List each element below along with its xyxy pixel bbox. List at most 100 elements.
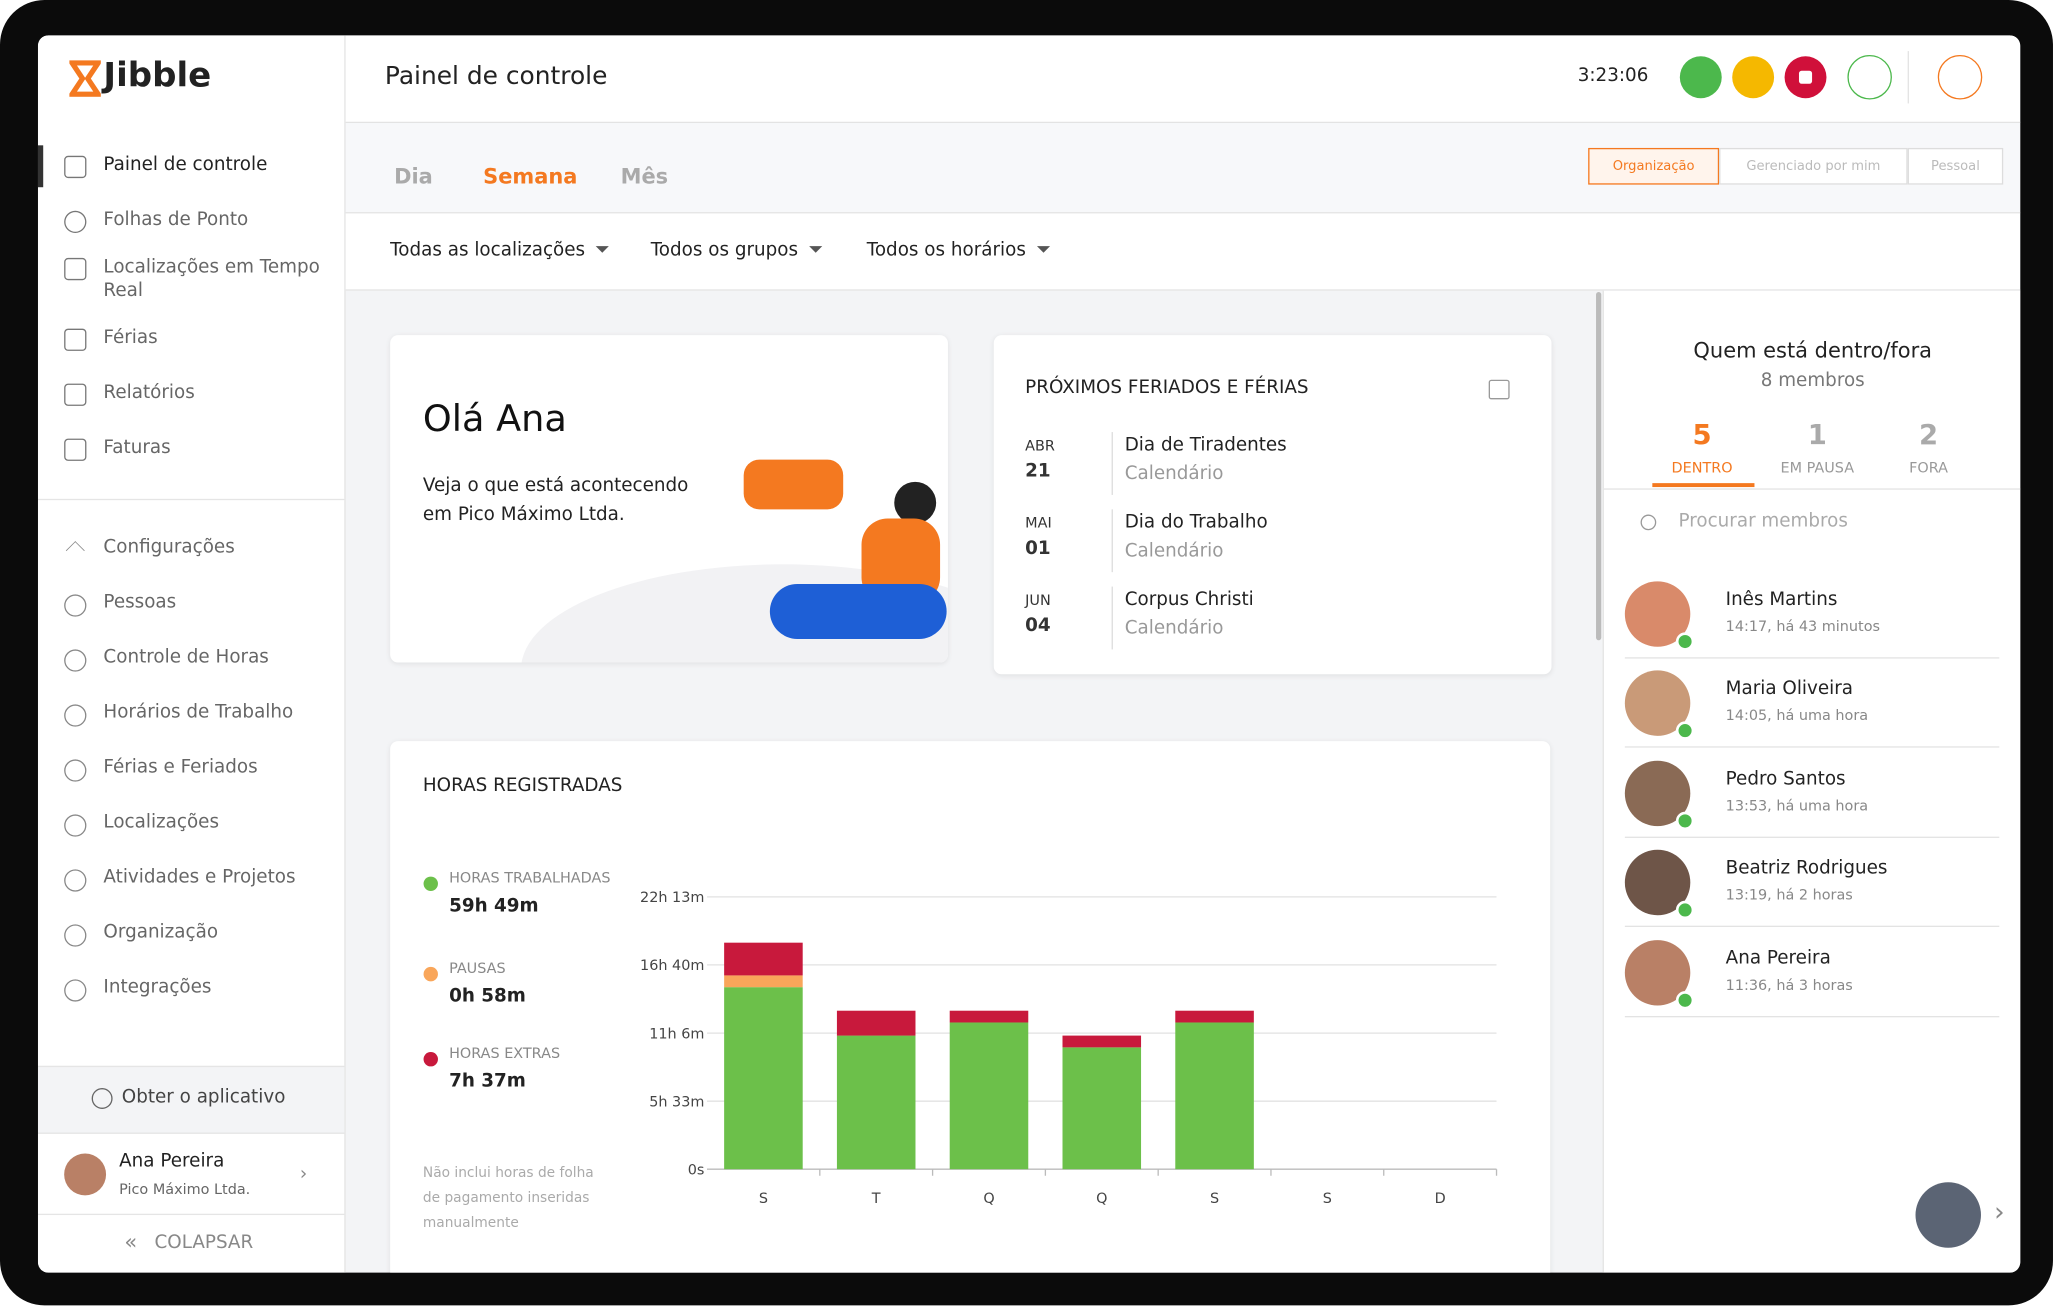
member-name[interactable]: Inês Martins (1725, 589, 1838, 611)
stat-label[interactable]: FORA (1909, 459, 1949, 477)
online-dot (1675, 901, 1695, 920)
nav-item[interactable]: Localizações (103, 811, 220, 833)
nav-item[interactable]: Integrações (103, 976, 212, 998)
legend-dot (423, 876, 438, 891)
bar-segment (836, 1010, 916, 1036)
holiday-divider (1111, 586, 1113, 650)
nav-item[interactable]: Controle de Horas (103, 646, 269, 668)
page-title: Painel de controle (384, 61, 608, 91)
filter-dropdown[interactable]: Todos os grupos (651, 240, 822, 261)
collapse[interactable]: COLAPSAR (154, 1232, 254, 1253)
nav-item[interactable]: Localizações em Tempo Real (103, 256, 320, 302)
holiday-divider (1111, 432, 1113, 495)
y-tick-label: 5h 33m (649, 1094, 704, 1110)
nav-item[interactable]: Faturas (103, 437, 171, 459)
tab[interactable]: Mês (620, 163, 669, 189)
nav-item[interactable]: Organização (103, 921, 219, 943)
legend-total: 0h 58m (449, 986, 526, 1007)
scope-button[interactable]: Gerenciado por mim (1719, 147, 1908, 185)
nav-icon (64, 328, 87, 351)
stop-button[interactable] (1784, 56, 1827, 99)
bar-segment (724, 975, 803, 988)
member-time: 13:19, há 2 horas (1725, 886, 1853, 904)
stat-label[interactable]: EM PAUSA (1780, 459, 1855, 477)
filter-dropdown[interactable]: Todos os horários (867, 240, 1050, 261)
legend-dot (423, 966, 438, 982)
bar-segment (836, 1035, 916, 1170)
nav-item[interactable]: Folhas de Ponto (103, 209, 249, 231)
search-input[interactable]: Procurar membros (1678, 510, 1848, 532)
chat-button[interactable] (1915, 1182, 1981, 1248)
divider (1624, 657, 2000, 659)
tab[interactable]: Dia (394, 163, 433, 189)
online-dot (1675, 811, 1695, 830)
x-tick-label: Q (983, 1191, 994, 1207)
holiday-name: Dia de Tiradentes (1124, 434, 1287, 456)
legend-name: PAUSAS (449, 961, 506, 977)
calendar-icon[interactable] (1488, 379, 1510, 400)
y-tick-label: 0s (688, 1162, 705, 1178)
x-tick-label: Q (1096, 1191, 1107, 1207)
holiday-day: 04 (1025, 615, 1051, 637)
chevron[interactable]: › (299, 1163, 308, 1185)
holiday-name: Corpus Christi (1124, 589, 1254, 611)
app: Jibble Painel de controle Folhas de Ponto… (37, 35, 2021, 1273)
active-indicator (37, 145, 44, 188)
member-name[interactable]: Beatriz Rodrigues (1725, 857, 1888, 879)
member-time: 14:05, há uma hora (1725, 707, 1869, 725)
illustration-legs (769, 583, 947, 639)
caret (1036, 246, 1050, 259)
nav-item[interactable]: Relatórios (103, 382, 195, 404)
x-tick-label: S (759, 1191, 768, 1207)
people-button[interactable] (1847, 54, 1892, 100)
presence-subtitle: 8 membros (1760, 370, 1865, 392)
nav-item[interactable]: Atividades e Projetos (103, 866, 296, 888)
nav-item[interactable]: Férias (103, 327, 158, 349)
legend-total: 7h 37m (449, 1071, 526, 1092)
member-name[interactable]: Ana Pereira (1725, 947, 1831, 969)
timer: 3:23:06 (1577, 65, 1649, 87)
member-time: 13:53, há uma hora (1725, 797, 1869, 815)
nav-icon (64, 979, 87, 1002)
stat-underline (1652, 483, 1755, 488)
stat-count[interactable]: 5 (1692, 418, 1712, 451)
nav-icon (64, 869, 87, 892)
get-app[interactable]: Obter o aplicativo (37, 1065, 345, 1134)
bar-segment (1175, 1022, 1254, 1170)
holiday-month: JUN (1025, 591, 1051, 609)
switch-button[interactable] (1679, 56, 1722, 99)
scope-button[interactable]: Pessoal (1907, 147, 2004, 185)
profile-button[interactable] (1937, 54, 1983, 100)
greeting-text: Veja o que está acontecendo em Pico Máxi… (422, 475, 689, 526)
nav-item[interactable]: Horários de Trabalho (103, 701, 294, 723)
stat-label[interactable]: DENTRO (1671, 459, 1733, 477)
nav-item[interactable]: Pessoas (103, 591, 177, 613)
stat-count[interactable]: 2 (1919, 418, 1939, 451)
holiday-day: 01 (1025, 538, 1051, 560)
scope-button[interactable]: Organização (1588, 147, 1720, 185)
chart-note: Não inclui horas de folha de pagamento i… (422, 1165, 594, 1231)
nav-item[interactable]: Férias e Feriados (103, 756, 258, 778)
nav-item[interactable]: Configurações (103, 536, 235, 558)
user-org: Pico Máximo Ltda. (119, 1180, 251, 1199)
holiday-name: Dia do Trabalho (1124, 511, 1268, 533)
holiday-month: MAI (1025, 514, 1052, 532)
tab[interactable]: Semana (483, 163, 578, 189)
filter-dropdown[interactable]: Todas as localizações (390, 240, 609, 261)
nav-icon (64, 210, 87, 234)
sidebar: Jibble Painel de controle Folhas de Ponto… (37, 35, 346, 1273)
member-name[interactable]: Pedro Santos (1725, 768, 1846, 790)
chevron[interactable]: › (1994, 1195, 2005, 1227)
legend-name: HORAS EXTRAS (449, 1046, 560, 1062)
break-button[interactable] (1732, 56, 1775, 99)
online-dot (1675, 990, 1695, 1009)
y-tick-label: 16h 40m (640, 958, 704, 974)
x-tick-label: T (871, 1191, 881, 1207)
nav-item[interactable]: Painel de controle (103, 154, 268, 176)
member-name[interactable]: Maria Oliveira (1725, 678, 1854, 700)
x-tick-label: S (1210, 1191, 1219, 1207)
holiday-type: Calendário (1124, 617, 1224, 639)
header: Painel de controle 3:23:06 (345, 35, 2021, 124)
stat-count[interactable]: 1 (1807, 418, 1827, 451)
